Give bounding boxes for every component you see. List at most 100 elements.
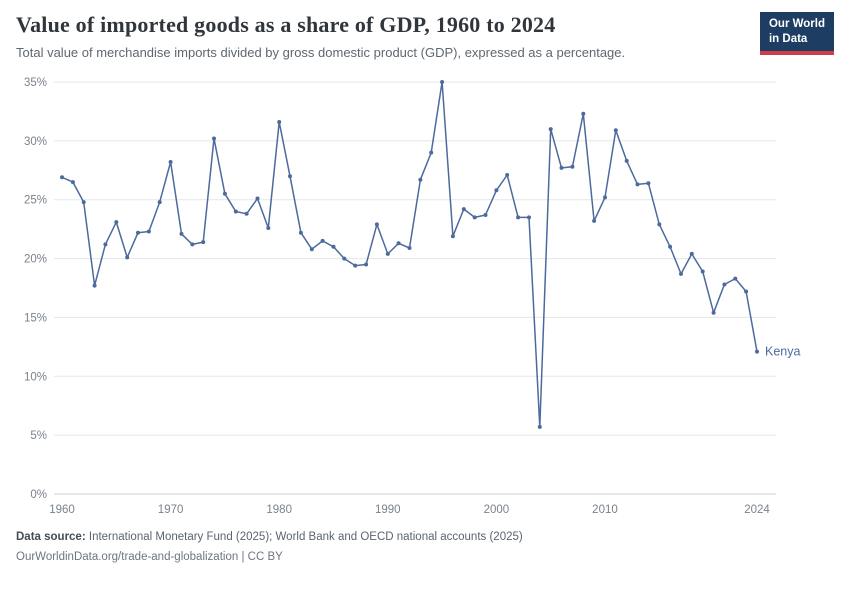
data-point[interactable] [461,207,466,212]
data-point[interactable] [168,160,173,164]
data-point[interactable] [288,174,292,179]
data-point[interactable] [592,218,597,223]
data-point[interactable] [689,251,694,256]
x-axis-tick-label: 1960 [49,504,75,516]
data-point[interactable] [136,230,140,235]
data-point[interactable] [146,229,151,234]
title-block: Value of imported goods as a share of GD… [16,12,748,62]
chart-title: Value of imported goods as a share of GD… [16,12,556,37]
data-point[interactable] [483,213,488,217]
chart-footer: Data source: International Monetary Fund… [0,524,850,567]
data-point[interactable] [505,173,510,177]
owid-logo-line2: in Data [768,32,808,45]
data-point[interactable] [70,180,75,185]
data-point[interactable] [700,269,705,274]
data-point[interactable] [320,238,325,243]
data-point[interactable] [527,215,531,220]
data-point[interactable] [516,215,521,220]
y-axis-tick-label: 10% [24,371,47,383]
data-point[interactable] [570,164,575,169]
data-point[interactable] [407,246,412,250]
series-label-kenya[interactable]: Kenya [765,345,800,359]
data-point[interactable] [548,127,553,132]
x-axis-tick-label: 2000 [484,504,510,516]
x-axis-tick-label: 2024 [744,504,770,516]
data-point[interactable] [472,215,477,220]
data-point[interactable] [635,182,640,187]
kenya-line[interactable] [61,81,758,428]
y-axis-tick-label: 0% [30,489,47,501]
source-line: Data source: International Monetary Fund… [16,528,834,548]
y-axis-tick-label: 30% [24,136,47,148]
data-point[interactable] [103,242,108,247]
data-point[interactable] [418,177,423,182]
data-point[interactable] [364,262,369,267]
data-point[interactable] [537,424,542,429]
data-point[interactable] [233,209,238,214]
data-point[interactable] [733,276,738,281]
data-point[interactable] [581,111,586,116]
data-point[interactable] [559,165,564,170]
footer-separator: | [241,550,245,563]
chart-subtitle: Total value of merchandise imports divid… [16,45,626,61]
data-point[interactable] [212,136,216,141]
data-point[interactable] [668,244,673,249]
data-point[interactable] [624,158,629,163]
data-point[interactable] [613,128,618,133]
y-axis-tick-label: 20% [24,254,47,266]
data-point[interactable] [755,349,759,354]
y-axis-tick-label: 5% [30,430,47,442]
owid-logo-line1: Our World [768,18,825,30]
owid-logo[interactable]: Our World in Data [759,12,834,55]
y-axis-tick-label: 25% [24,195,47,207]
data-point[interactable] [722,282,727,287]
y-axis-tick-label: 15% [24,312,47,324]
data-point[interactable] [450,234,455,239]
data-point[interactable] [396,241,401,246]
data-point[interactable] [244,211,249,216]
data-point[interactable] [201,240,206,245]
data-point[interactable] [711,310,716,315]
x-axis-tick-label: 1990 [375,504,401,516]
data-point[interactable] [657,222,662,227]
data-point[interactable] [744,289,749,294]
data-point[interactable] [298,230,303,235]
data-point[interactable] [277,120,282,124]
data-point[interactable] [646,181,651,186]
chart-svg: 0% 5% 10% 15% 20% 25% 30% 35% 1960 1970 1980 1990 20… [24,77,801,516]
data-point[interactable] [60,175,64,180]
data-point[interactable] [157,200,162,205]
data-point[interactable] [92,283,97,288]
data-point[interactable] [190,242,195,247]
x-axis-tick-label: 1980 [266,504,292,516]
data-point[interactable] [125,255,130,260]
line-chart-area: 0% 5% 10% 15% 20% 25% 30% 35% 1960 1970 1980 1990 20… [0,62,850,524]
data-point[interactable] [255,196,260,201]
data-point[interactable] [81,200,86,205]
data-source-text: International Monetary Fund (2025); Worl… [88,531,523,543]
data-point[interactable] [222,191,227,196]
data-point[interactable] [353,263,358,268]
x-axis-tick-label: 1970 [158,504,184,516]
data-point[interactable] [331,244,336,249]
data-point[interactable] [179,231,184,236]
data-point[interactable] [603,195,607,200]
data-point[interactable] [494,188,499,193]
owid-url-link[interactable]: OurWorldinData.org/trade-and-globalizati… [16,550,239,563]
data-point[interactable] [114,220,119,225]
data-point[interactable] [679,271,683,276]
data-point[interactable] [342,256,347,261]
data-source-label: Data source: [16,531,86,543]
chart-header: Value of imported goods as a share of GD… [0,0,850,62]
y-axis-tick-label: 35% [24,77,47,89]
data-point[interactable] [440,80,445,84]
license-line: OurWorldinData.org/trade-and-globalizati… [16,548,834,568]
data-point[interactable] [266,226,271,230]
data-point[interactable] [429,150,434,155]
data-point[interactable] [309,247,314,252]
license-link[interactable]: CC BY [247,550,283,563]
x-axis-tick-label: 2010 [592,504,618,516]
data-point[interactable] [374,222,379,227]
data-point[interactable] [385,251,390,256]
